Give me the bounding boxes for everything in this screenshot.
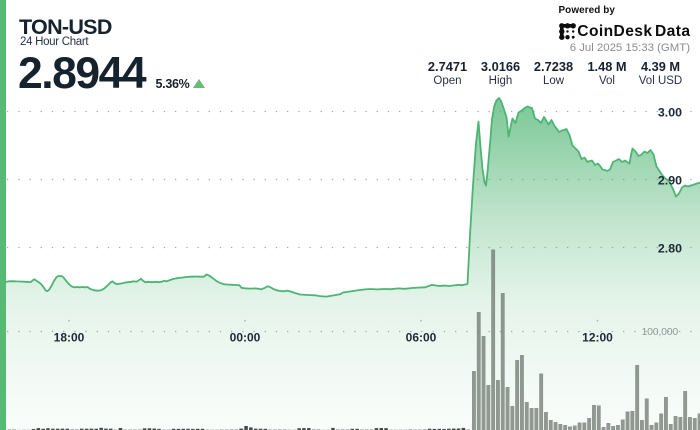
- svg-text:2.80: 2.80: [658, 242, 682, 256]
- svg-text:12:00: 12:00: [582, 331, 613, 345]
- svg-text:2.90: 2.90: [658, 174, 682, 188]
- svg-text:18:00: 18:00: [54, 331, 85, 345]
- svg-text:3.00: 3.00: [658, 106, 682, 120]
- svg-text:00:00: 00:00: [230, 331, 261, 345]
- svg-text:06:00: 06:00: [406, 331, 437, 345]
- svg-text:100,000: 100,000: [641, 326, 678, 338]
